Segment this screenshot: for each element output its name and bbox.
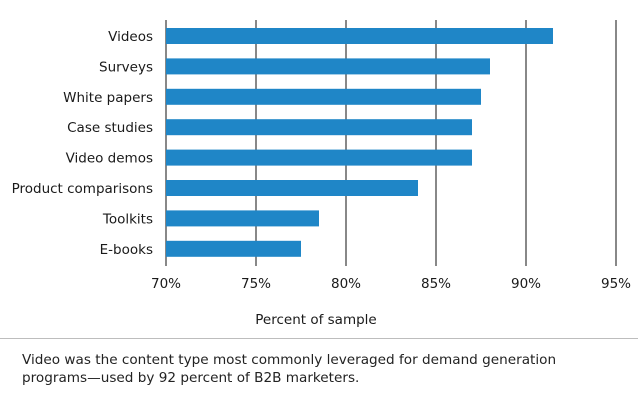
x-tick-label-80: 80%: [331, 276, 361, 292]
category-label-video-demos: Video demos: [66, 151, 153, 167]
caption-divider: [0, 338, 638, 339]
bar-e-books: [166, 240, 301, 257]
bar-product-comparisons: [166, 180, 418, 196]
x-tick-label-75: 75%: [241, 276, 271, 292]
bar-surveys: [166, 58, 490, 75]
bars: [166, 28, 553, 257]
x-tick-label-85: 85%: [421, 276, 451, 292]
x-tick-label-70: 70%: [151, 276, 181, 292]
bar-chart: Videos Surveys White papers Case studies Vid…: [12, 20, 631, 328]
x-tick-label-90: 90%: [511, 276, 541, 292]
x-axis-title: Percent of sample: [255, 312, 376, 328]
bar-white-papers: [166, 88, 481, 105]
x-tick-labels: 70% 75% 80% 85% 90% 95%: [151, 276, 631, 292]
bar-case-studies: [166, 119, 472, 136]
category-label-product-comparisons: Product comparisons: [12, 181, 153, 197]
bar-video-demos: [166, 149, 472, 166]
category-label-videos: Videos: [108, 29, 153, 45]
bar-toolkits: [166, 210, 319, 227]
category-label-toolkits: Toolkits: [102, 211, 153, 227]
bar-videos: [166, 28, 553, 44]
category-label-case-studies: Case studies: [67, 120, 153, 136]
category-labels: Videos Surveys White papers Case studies Vid…: [12, 29, 153, 258]
category-label-white-papers: White papers: [63, 90, 153, 106]
chart-caption: Video was the content type most commonly…: [22, 352, 557, 386]
gridlines: [165, 20, 617, 266]
category-label-e-books: E-books: [100, 242, 153, 258]
x-tick-label-95: 95%: [601, 276, 631, 292]
category-label-surveys: Surveys: [99, 59, 153, 75]
